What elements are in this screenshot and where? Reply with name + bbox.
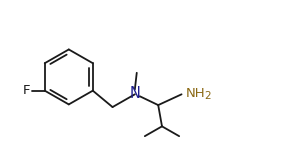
Text: NH: NH <box>185 87 205 100</box>
Text: N: N <box>130 86 140 101</box>
Text: F: F <box>22 84 30 97</box>
Text: 2: 2 <box>204 91 211 101</box>
